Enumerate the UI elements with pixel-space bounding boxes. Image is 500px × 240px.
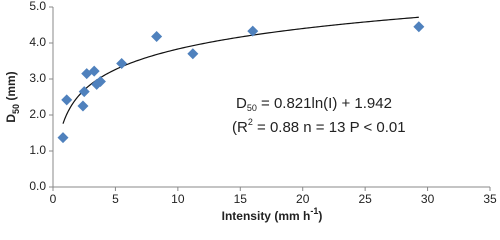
y-tick-label: 2.0 xyxy=(29,107,46,121)
data-point xyxy=(61,94,73,106)
data-point xyxy=(88,65,100,77)
y-tick-label: 5.0 xyxy=(29,0,46,13)
x-tick-label: 30 xyxy=(421,192,435,206)
data-point xyxy=(116,58,128,70)
y-axis-title-sub: 50 xyxy=(11,104,21,114)
statistics-text: (R xyxy=(232,119,248,136)
x-tick-label: 25 xyxy=(358,192,372,206)
chart: Intensity (mm h-1) D50 (mm) D50 = 0.821l… xyxy=(4,0,497,223)
equation-text: = 0.821ln(I) + 1.942 xyxy=(257,95,392,112)
y-tick-label: 1.0 xyxy=(29,143,46,157)
x-tick-label: 20 xyxy=(296,192,310,206)
data-point xyxy=(94,76,106,88)
data-point xyxy=(413,21,425,33)
x-tick-label: 15 xyxy=(234,192,248,206)
data-point xyxy=(57,132,69,144)
data-point xyxy=(77,100,89,112)
x-axis-title-text: ) xyxy=(318,209,322,223)
x-axis-title-text: Intensity (mm h xyxy=(222,209,311,223)
x-tick-label: 10 xyxy=(171,192,185,206)
x-tick-label: 35 xyxy=(483,192,497,206)
statistics-text: = 0.88 n = 13 P < 0.01 xyxy=(253,119,406,136)
equation-text: D xyxy=(236,95,247,112)
x-tick-label: 0 xyxy=(50,192,57,206)
data-point xyxy=(78,86,90,98)
data-point xyxy=(187,48,199,60)
x-axis-title: Intensity (mm h-1) xyxy=(222,206,323,223)
y-axis-title-text: (mm) xyxy=(4,71,18,104)
y-tick-label: 3.0 xyxy=(29,71,46,85)
y-axis-title-text: D xyxy=(4,114,18,123)
y-tick-label: 0.0 xyxy=(29,179,46,193)
y-axis-title: D50 (mm) xyxy=(4,71,21,122)
statistics: (R2 = 0.88 n = 13 P < 0.01 xyxy=(232,117,406,136)
statistics-sup: 2 xyxy=(248,117,253,127)
equation: D50 = 0.821ln(I) + 1.942 xyxy=(236,95,392,113)
data-point xyxy=(151,31,163,43)
y-tick-label: 4.0 xyxy=(29,35,46,49)
data-point xyxy=(247,25,259,37)
x-axis-title-sup: -1 xyxy=(310,206,318,216)
equation-sub: 50 xyxy=(247,103,257,113)
x-tick-label: 5 xyxy=(112,192,119,206)
